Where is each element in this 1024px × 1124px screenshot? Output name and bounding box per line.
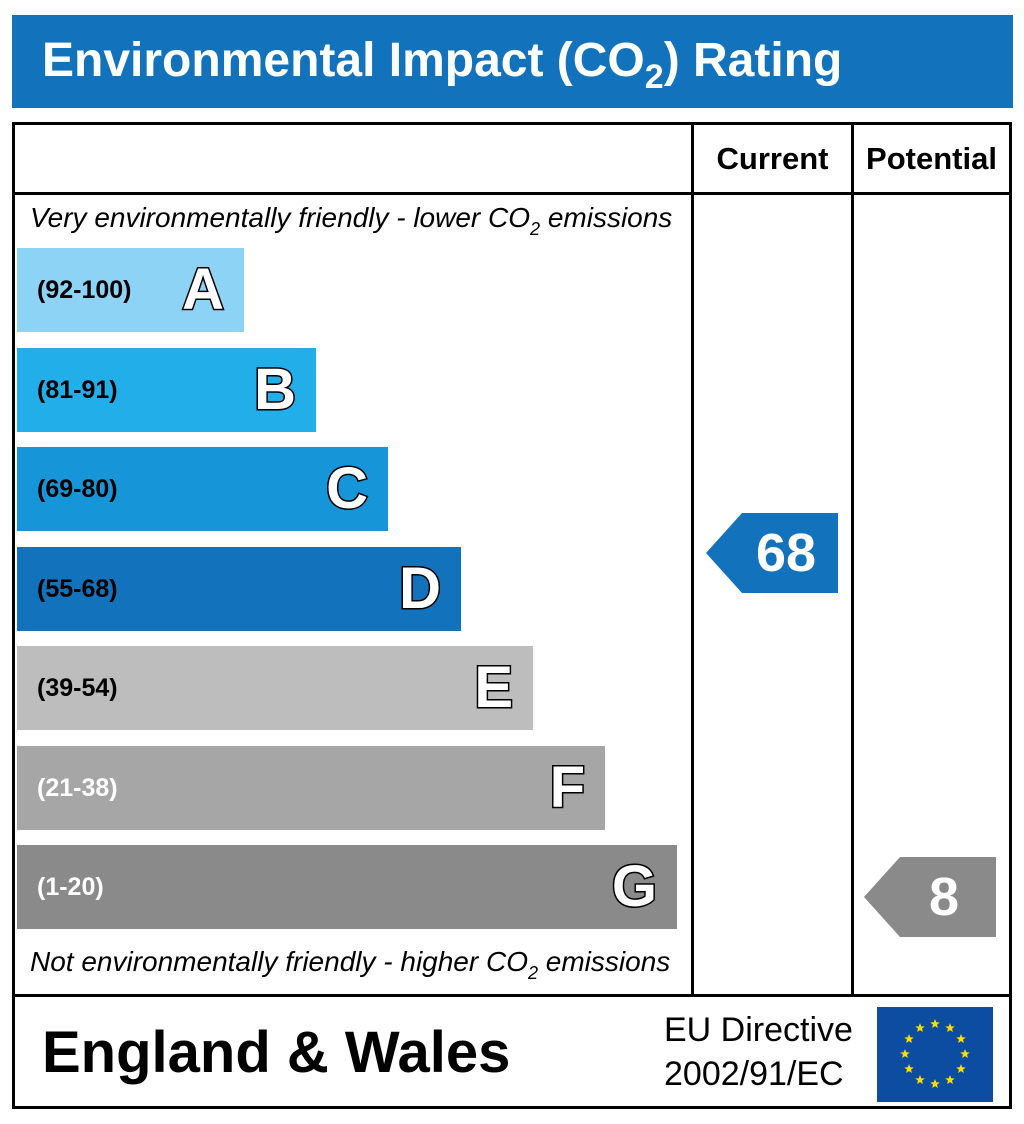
column-divider-potential <box>851 122 854 997</box>
footer-divider <box>12 994 1012 997</box>
eu-star-icon <box>956 1064 966 1074</box>
bottom-note: Not environmentally friendly - higher CO… <box>30 946 671 983</box>
band-letter: G <box>610 853 658 921</box>
band-e: (39-54) E <box>17 646 533 730</box>
band-a: (92-100) A <box>17 248 244 332</box>
band-f: (21-38) F <box>17 746 605 830</box>
band-range-label: (1-20) <box>37 873 104 901</box>
directive-line2: 2002/91/EC <box>664 1055 844 1093</box>
current-rating-value: 68 <box>755 523 817 583</box>
directive-line1: EU Directive <box>664 1011 853 1049</box>
chart-title: Environmental Impact (CO2) Rating <box>42 34 843 96</box>
eu-star-icon <box>945 1023 955 1033</box>
band-letter: A <box>181 256 226 324</box>
eu-star-icon <box>960 1049 970 1059</box>
band-c: (69-80) C <box>17 447 388 531</box>
band-range-label: (39-54) <box>37 674 118 702</box>
column-divider-current <box>691 122 694 997</box>
potential-column-header: Potential <box>866 141 997 176</box>
eu-star-icon <box>900 1049 910 1059</box>
band-letter: D <box>398 555 443 623</box>
eu-stars-icon <box>900 1019 970 1089</box>
header-divider <box>12 192 1012 195</box>
current-column-header: Current <box>716 141 829 176</box>
band-letter: B <box>253 356 298 424</box>
eu-star-icon <box>915 1023 925 1033</box>
region-label: England & Wales <box>42 1020 511 1085</box>
eu-star-icon <box>945 1074 955 1085</box>
rating-table-frame <box>12 122 1012 1109</box>
eu-flag-icon <box>877 1007 993 1102</box>
band-letter: C <box>325 455 370 523</box>
band-range-label: (55-68) <box>37 575 118 603</box>
band-g: (1-20) G <box>17 845 677 929</box>
band-range-label: (69-80) <box>37 475 118 503</box>
band-letter: F <box>548 754 586 822</box>
band-d: (55-68) D <box>17 547 461 631</box>
eu-star-icon <box>930 1019 940 1029</box>
band-range-label: (92-100) <box>37 276 132 304</box>
eu-star-icon <box>930 1079 940 1089</box>
eu-star-icon <box>956 1034 966 1044</box>
title-bar: Environmental Impact (CO2) Rating <box>12 15 1013 108</box>
band-letter: E <box>473 654 515 722</box>
current-arrow-shape <box>706 513 838 593</box>
eu-star-icon <box>915 1074 925 1085</box>
eu-star-icon <box>904 1034 914 1044</box>
potential-arrow-shape <box>864 857 996 937</box>
eu-star-icon <box>904 1064 914 1074</box>
band-range-label: (81-91) <box>37 376 118 404</box>
eu-directive-label: EU Directive 2002/91/EC <box>664 1008 864 1096</box>
band-b: (81-91) B <box>17 348 316 432</box>
potential-rating-value: 8 <box>928 867 960 927</box>
top-note: Very environmentally friendly - lower CO… <box>30 202 673 239</box>
band-range-label: (21-38) <box>37 774 118 802</box>
